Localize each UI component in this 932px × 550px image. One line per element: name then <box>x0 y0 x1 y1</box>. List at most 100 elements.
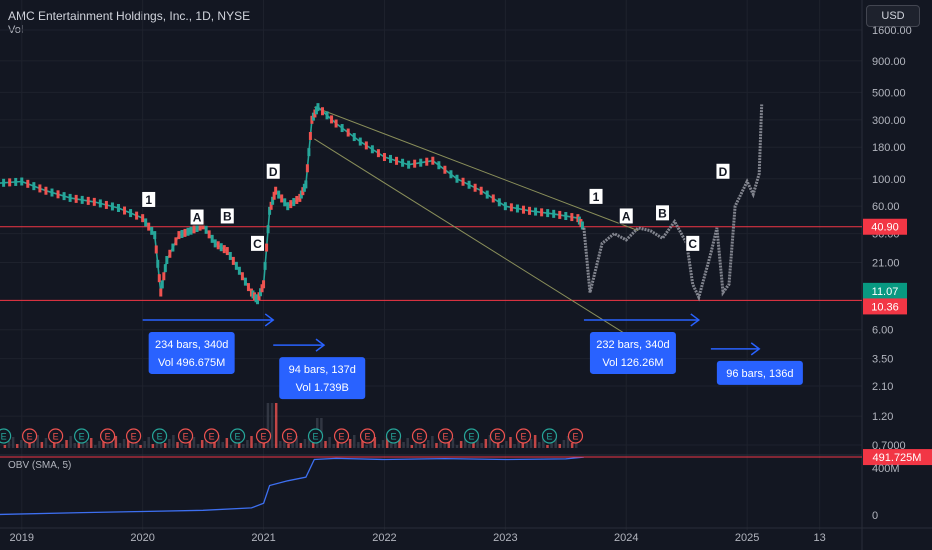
measure-arrowhead <box>264 313 275 327</box>
price-candle <box>558 210 562 219</box>
volume-bar <box>209 443 212 448</box>
price-candle <box>314 106 318 115</box>
volume-bar <box>258 439 261 448</box>
price-candle <box>147 222 151 231</box>
price-badge-label: 10.36 <box>871 301 899 313</box>
wave-label: C <box>253 237 262 251</box>
wave-label-box <box>685 234 701 252</box>
volume-bar <box>472 440 475 448</box>
volume-bar <box>468 444 471 448</box>
price-candle <box>198 222 202 231</box>
price-badge <box>863 298 907 315</box>
volume-bar <box>566 436 570 448</box>
measure-box <box>589 331 676 374</box>
price-candle <box>268 206 272 215</box>
price-candle <box>240 272 244 281</box>
volume-bar <box>126 435 130 448</box>
price-candle <box>419 158 423 167</box>
volume-bar <box>77 439 81 448</box>
x-tick-label: 2022 <box>372 532 396 544</box>
volume-bar <box>73 443 77 448</box>
price-candle <box>141 214 145 223</box>
volume-bar <box>188 441 192 448</box>
price-candle <box>283 198 287 207</box>
volume-bar <box>550 441 553 448</box>
earnings-marker-label: E <box>520 432 526 442</box>
volume-bar <box>205 436 208 448</box>
y-tick-label: 300.00 <box>872 115 906 127</box>
volume-bar <box>143 441 146 448</box>
price-candle <box>177 231 181 240</box>
volume-bar <box>369 441 372 448</box>
volume-bar <box>221 442 224 448</box>
price-candle <box>150 226 154 235</box>
price-candle <box>431 156 435 165</box>
volume-bar <box>11 437 15 448</box>
earnings-marker-label: E <box>365 432 371 442</box>
price-candle <box>162 272 166 281</box>
volume-bar <box>180 438 183 448</box>
volume-bar <box>61 444 64 448</box>
volume-bar <box>52 441 56 448</box>
volume-bar <box>184 445 187 448</box>
price-candle <box>2 178 6 187</box>
price-candle <box>159 288 163 297</box>
measure-box-text: Vol 126.26M <box>602 357 663 369</box>
volume-bar <box>381 440 385 448</box>
price-candle <box>186 227 190 236</box>
volume-bar <box>102 437 105 448</box>
price-candle <box>234 261 238 270</box>
currency-button[interactable]: USD <box>866 5 920 27</box>
volume-bar <box>176 442 179 448</box>
price-candle <box>280 194 284 203</box>
obv-tick-label: 400M <box>872 463 900 475</box>
y-tick-label: 0.7000 <box>872 440 906 452</box>
volume-bar <box>451 438 455 448</box>
price-candle <box>163 264 167 273</box>
y-tick-label: 1600.00 <box>872 25 912 37</box>
price-candle <box>580 221 584 230</box>
price-candle <box>455 174 459 183</box>
earnings-marker-label: E <box>417 432 423 442</box>
price-candle <box>277 190 281 199</box>
volume-bar <box>242 444 245 448</box>
volume-bar <box>295 436 298 448</box>
volume-bar <box>509 437 512 448</box>
price-candle <box>56 190 60 199</box>
volume-bar <box>94 445 97 448</box>
volume-bar <box>414 441 418 448</box>
price-candle <box>14 177 18 186</box>
earnings-marker <box>22 428 38 444</box>
price-candle <box>295 195 299 204</box>
earnings-marker <box>74 428 90 444</box>
volume-bar <box>85 442 89 448</box>
price-candle <box>289 200 293 209</box>
price-candle <box>576 214 580 223</box>
wave-label-box <box>655 204 671 222</box>
price-candle <box>301 187 305 196</box>
wave-label-box <box>588 187 604 205</box>
y-tick-label: 1.20 <box>872 411 893 423</box>
y-tick-label: 2.10 <box>872 381 893 393</box>
price-candle <box>216 241 220 250</box>
measure-box-text: 232 bars, 340d <box>596 339 669 351</box>
price-candle <box>467 180 471 189</box>
y-tick-label: 900.00 <box>872 56 906 68</box>
volume-bar <box>365 445 368 448</box>
x-tick-label: 2021 <box>251 532 275 544</box>
price-candle <box>222 245 226 254</box>
price-candle <box>364 141 368 150</box>
volume-bar <box>488 435 492 448</box>
volume-bar <box>406 438 409 448</box>
volume-bar <box>213 439 216 448</box>
wave-label-box <box>141 190 157 208</box>
trend-line-upper <box>314 106 639 232</box>
price-candle <box>256 296 260 305</box>
price-candle <box>68 193 72 202</box>
volume-bar <box>459 441 463 448</box>
wave-label: B <box>223 209 232 223</box>
price-candle <box>425 157 429 166</box>
price-candle <box>183 228 187 237</box>
volume-bar <box>229 445 233 448</box>
